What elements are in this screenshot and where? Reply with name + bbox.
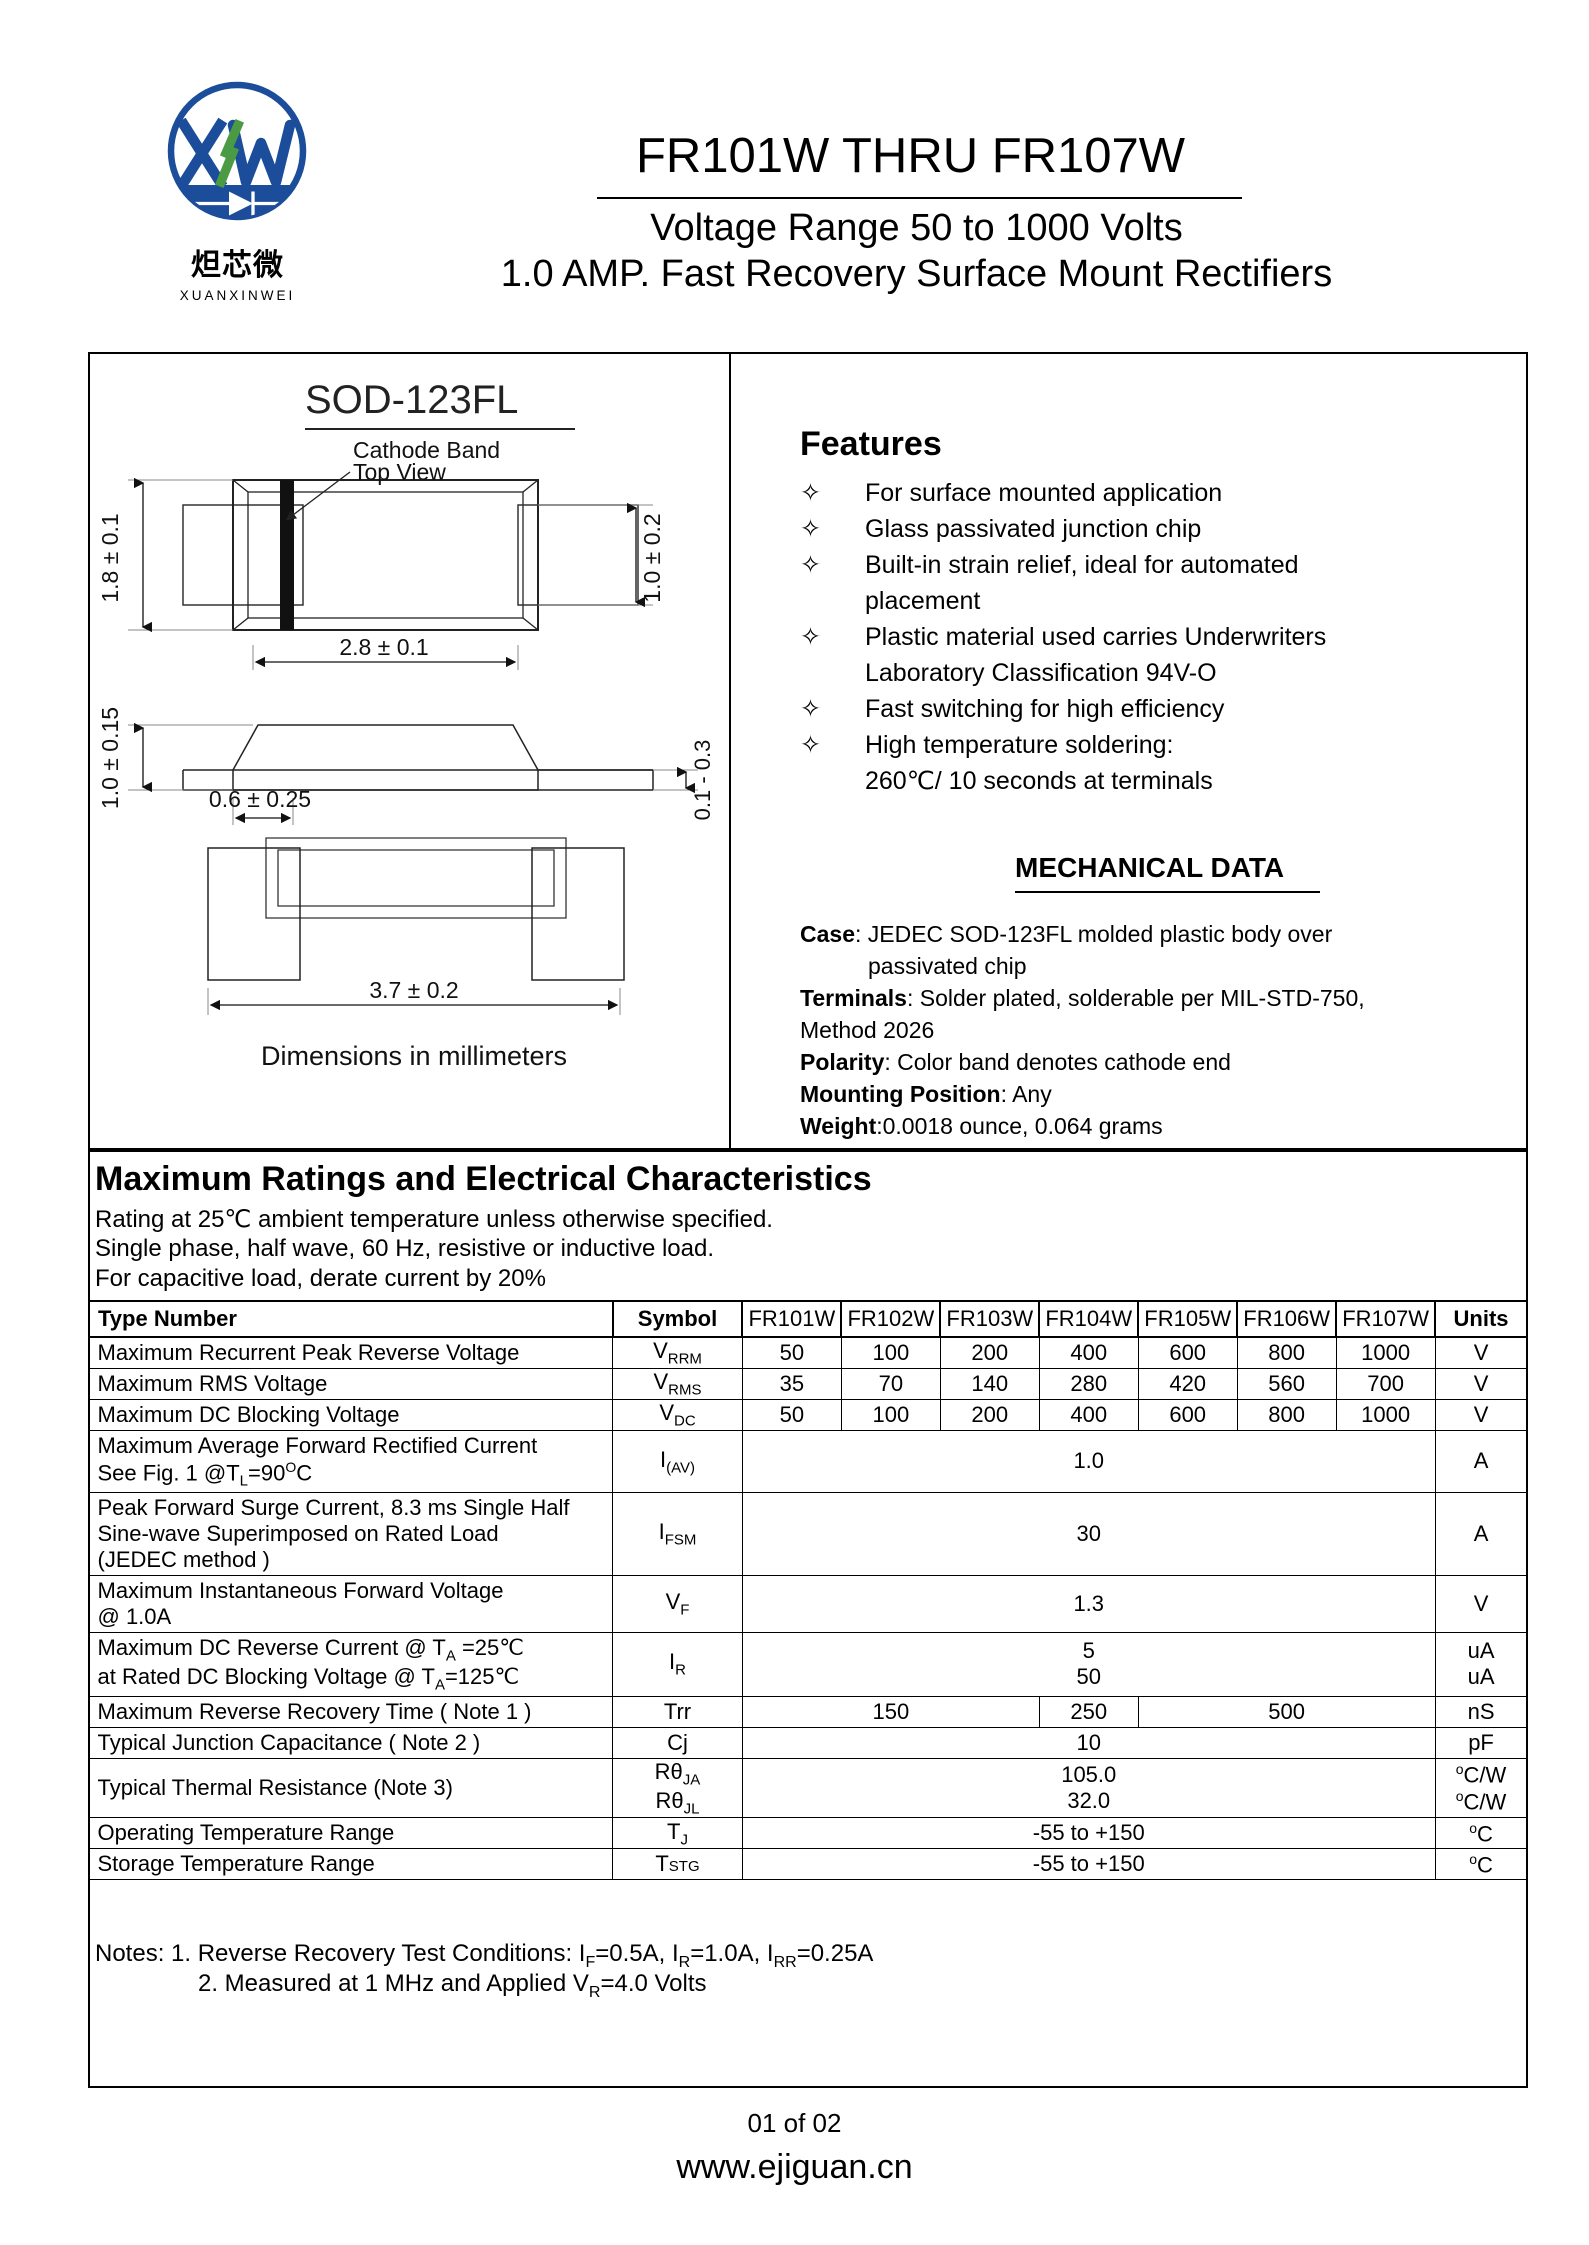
- svg-text:Top View: Top View: [353, 459, 446, 485]
- svg-text:1.0 ± 0.2: 1.0 ± 0.2: [639, 513, 665, 602]
- svg-text:0.1 - 0.3: 0.1 - 0.3: [690, 740, 715, 821]
- svg-text:Dimensions in millimeters: Dimensions in millimeters: [261, 1041, 567, 1071]
- svg-text:1.0 ± 0.15: 1.0 ± 0.15: [97, 707, 123, 809]
- svg-text:2.8 ± 0.1: 2.8 ± 0.1: [339, 634, 428, 660]
- svg-text:1.8 ± 0.1: 1.8 ± 0.1: [97, 513, 123, 602]
- svg-text:3.7 ± 0.2: 3.7 ± 0.2: [369, 977, 458, 1003]
- svg-text:0.6 ± 0.25: 0.6 ± 0.25: [209, 786, 311, 812]
